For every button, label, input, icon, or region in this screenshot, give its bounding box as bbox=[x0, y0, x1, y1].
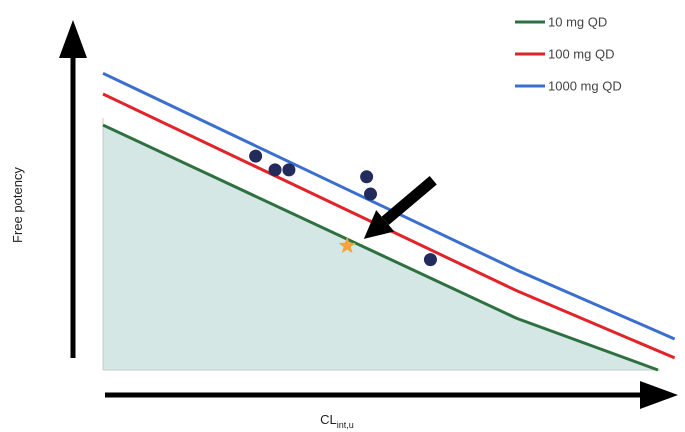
x-axis-label: CLint,u bbox=[320, 412, 354, 430]
series-line-10-mg-qd bbox=[102, 123, 659, 372]
data-point-3 bbox=[282, 163, 296, 177]
x-axis-arrow bbox=[105, 381, 678, 409]
y-axis-label: Free potency bbox=[10, 167, 25, 243]
data-point-2 bbox=[268, 163, 282, 177]
legend-label-1000-mg-qd: 1000 mg QD bbox=[548, 79, 622, 94]
data-point-6 bbox=[423, 253, 437, 267]
points-layer bbox=[249, 149, 437, 267]
annotation-arrow-shaft bbox=[381, 176, 437, 226]
annotation-arrow-head bbox=[363, 210, 395, 239]
x-axis-label-subscript: int,u bbox=[337, 420, 354, 430]
y-axis-arrow bbox=[59, 20, 87, 358]
highlight-star-marker bbox=[338, 236, 356, 254]
annotation-layer bbox=[363, 176, 437, 239]
shaded-region-10mg bbox=[103, 125, 658, 370]
data-point-1 bbox=[249, 149, 263, 163]
series-line-100-mg-qd bbox=[102, 92, 676, 360]
x-axis-label-main: CL bbox=[320, 412, 337, 427]
data-point-4 bbox=[360, 170, 374, 184]
legend-label-100-mg-qd: 100 mg QD bbox=[548, 47, 614, 62]
series-line-1000-mg-qd bbox=[102, 71, 676, 341]
data-point-5 bbox=[364, 187, 378, 201]
legend: 10 mg QD 100 mg QD 1000 mg QD bbox=[515, 15, 622, 94]
legend-label-10-mg-qd: 10 mg QD bbox=[548, 15, 607, 30]
series-layer bbox=[102, 71, 676, 372]
